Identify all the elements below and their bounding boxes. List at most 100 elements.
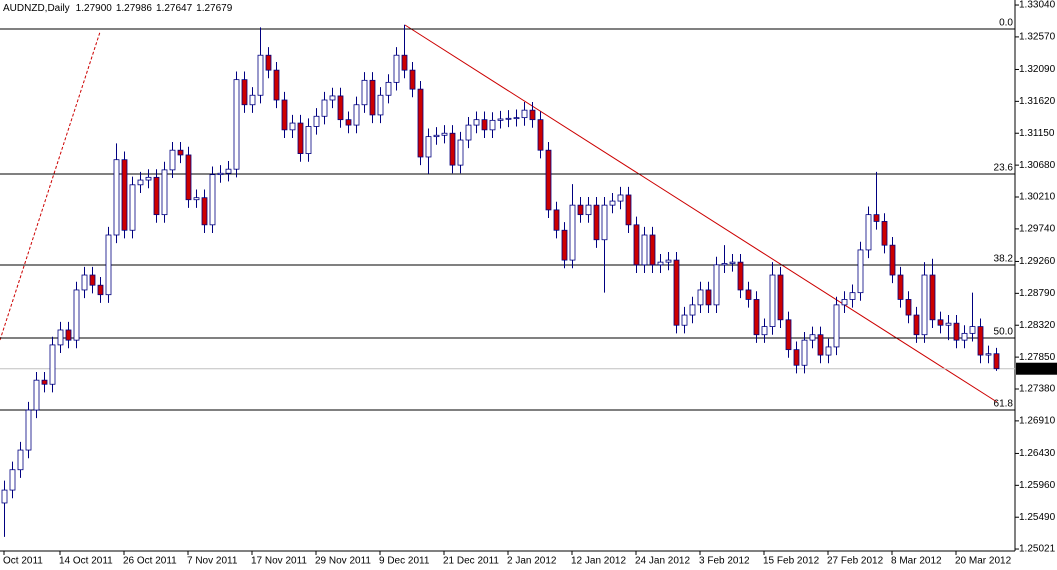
candle-body: [385, 81, 392, 96]
last-price-box: [1016, 362, 1057, 375]
candle-body: [625, 194, 632, 226]
candle-body: [177, 149, 184, 156]
candle-body: [257, 54, 264, 96]
x-tick-label: 14 Oct 2011: [59, 556, 113, 567]
candle-body: [913, 314, 920, 336]
candle-body: [993, 353, 1000, 370]
candle-body: [33, 379, 40, 411]
candle-body: [777, 274, 784, 321]
candle-body: [817, 334, 824, 356]
y-tick-label: 1.26910: [1019, 416, 1056, 427]
y-tick-label: 1.26430: [1019, 448, 1056, 459]
candle-body: [793, 349, 800, 366]
candle-body: [289, 122, 296, 131]
candle-body: [577, 204, 584, 216]
candle-body: [457, 139, 464, 166]
candle-body: [865, 214, 872, 251]
candle-body: [17, 449, 24, 471]
last-high: 1.27986: [116, 3, 153, 14]
x-tick-label: 24 Jan 2012: [635, 556, 690, 567]
candle-body: [689, 304, 696, 316]
candle-body: [537, 119, 544, 151]
fib-level-label: 0.0: [999, 18, 1013, 29]
chart-title: AUDNZD,Daily 1.27900 1.27986 1.27647 1.27679: [3, 3, 233, 14]
candle-body: [113, 159, 120, 236]
candle-body: [489, 119, 496, 131]
y-tick-label: 1.27380: [1019, 384, 1056, 395]
candle-body: [905, 299, 912, 316]
candle-body: [297, 122, 304, 154]
x-tick-label: 27 Feb 2012: [827, 556, 884, 567]
candle-body: [369, 79, 376, 116]
trend-line: [404, 24, 998, 403]
x-tick-label: Oct 2011: [3, 556, 43, 567]
candle-body: [473, 119, 480, 126]
fib-level-label: 61.8: [994, 399, 1014, 410]
candle-body: [641, 234, 648, 266]
y-tick-label: 1.31150: [1019, 128, 1055, 139]
candle-body: [849, 292, 856, 300]
fib-level-label: 23.6: [994, 163, 1014, 174]
y-tick-label: 1.30210: [1019, 192, 1056, 203]
candle-body: [353, 104, 360, 126]
candle-body: [953, 322, 960, 341]
candle-body: [673, 259, 680, 326]
last-low: 1.27647: [156, 3, 193, 14]
y-tick-label: 1.32090: [1019, 64, 1056, 75]
x-tick-label: 8 Mar 2012: [891, 556, 942, 567]
candle-body: [1, 489, 8, 504]
last-close: 1.27679: [196, 3, 233, 14]
candle-body: [425, 136, 432, 158]
candle-body: [169, 149, 176, 171]
x-tick-label: 21 Dec 2011: [443, 556, 499, 567]
candle-body: [401, 54, 408, 71]
candle-body: [729, 261, 736, 264]
candle-body: [985, 353, 992, 356]
candle-body: [345, 119, 352, 126]
candle-body: [977, 326, 984, 356]
y-tick-label: 1.30680: [1019, 160, 1056, 171]
candle-body: [857, 249, 864, 294]
candle-body: [313, 115, 320, 127]
candle-body: [921, 274, 928, 336]
candle-body: [465, 124, 472, 141]
candle-body: [361, 79, 368, 106]
candle-body: [409, 69, 416, 90]
candle-body: [841, 299, 848, 306]
candle-body: [449, 132, 456, 166]
candle-body: [513, 117, 520, 120]
candle-body: [377, 94, 384, 116]
y-tick-label: 1.29260: [1019, 256, 1056, 267]
candle-body: [553, 209, 560, 231]
candle-body: [201, 197, 208, 226]
x-tick-label: 26 Oct 2011: [123, 556, 177, 567]
candle-body: [561, 229, 568, 261]
last-open: 1.27900: [76, 3, 113, 14]
last-price-label: 1.27679: [1019, 363, 1056, 374]
candle-body: [417, 88, 424, 158]
candle-body: [705, 289, 712, 306]
x-tick-label: 7 Nov 2011: [187, 556, 238, 567]
candle-body: [89, 274, 96, 286]
candle-body: [745, 289, 752, 300]
candle-body: [833, 304, 840, 348]
candle-body: [105, 234, 112, 296]
candle-body: [505, 117, 512, 120]
candle-body: [873, 214, 880, 222]
x-tick-label: 9 Dec 2011: [379, 556, 430, 567]
y-tick-label: 1.29740: [1019, 224, 1056, 235]
candle-body: [337, 95, 344, 121]
candle-body: [209, 174, 216, 226]
candle-body: [593, 204, 600, 241]
candle-body: [121, 159, 128, 231]
candle-body: [721, 263, 728, 266]
x-tick-label: 29 Nov 2011: [315, 556, 371, 567]
candle-body: [585, 204, 592, 216]
candle-body: [945, 322, 952, 326]
x-tick-label: 15 Feb 2012: [763, 556, 820, 567]
dotted-trend-line: [0, 31, 101, 341]
x-tick-label: 3 Feb 2012: [699, 556, 750, 567]
y-tick-label: 1.25960: [1019, 480, 1056, 491]
candle-body: [49, 344, 56, 385]
x-tick-label: 12 Jan 2012: [571, 556, 626, 567]
